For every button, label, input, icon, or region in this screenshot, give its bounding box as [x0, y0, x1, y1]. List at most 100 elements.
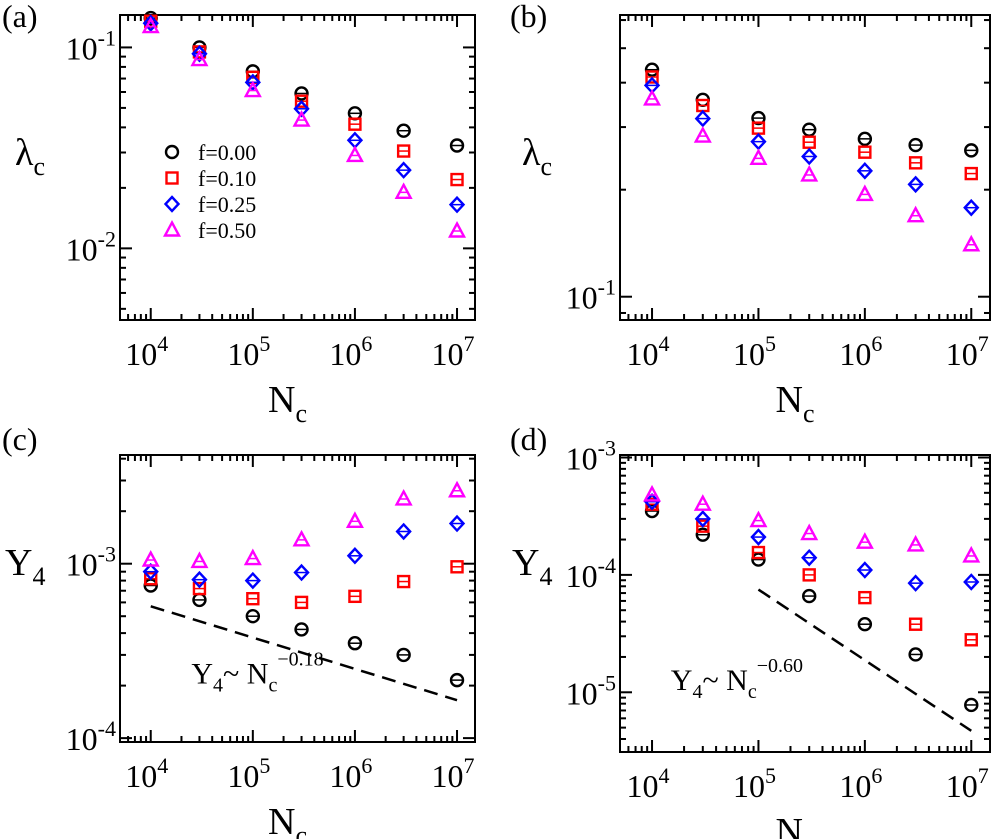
data-point — [962, 234, 981, 252]
data-point — [801, 548, 818, 567]
data-point — [191, 570, 208, 589]
data-point — [345, 511, 364, 529]
data-point — [448, 514, 466, 533]
data-point — [645, 70, 659, 84]
data-point — [693, 494, 712, 511]
legend-marker — [162, 219, 182, 237]
data-point — [246, 591, 260, 606]
data-point — [144, 572, 158, 586]
data-point — [908, 617, 923, 631]
data-point — [964, 143, 979, 158]
data-point — [906, 534, 925, 552]
data-point — [695, 527, 711, 542]
x-tick-label: 105 — [227, 753, 270, 794]
legend-marker — [163, 195, 181, 213]
data-point — [857, 617, 873, 632]
x-tick-label: 104 — [125, 753, 168, 794]
data-point — [906, 205, 925, 223]
y-axis-label: Y4 — [512, 542, 552, 591]
data-point — [907, 175, 924, 194]
data-point — [749, 510, 768, 528]
plot-frame — [119, 14, 476, 321]
data-point — [348, 117, 362, 131]
series-1 — [645, 497, 978, 647]
y-tick-label: 10-3 — [66, 542, 116, 583]
data-point — [243, 548, 262, 566]
data-point — [644, 503, 660, 519]
data-point — [448, 480, 467, 498]
data-point — [191, 44, 208, 63]
data-point — [347, 636, 363, 651]
data-point — [345, 145, 364, 163]
y-tick-label: 10-3 — [566, 435, 616, 476]
data-point — [192, 581, 207, 596]
legend-marker — [164, 144, 180, 160]
data-point — [395, 522, 412, 541]
legend-marker — [165, 171, 179, 185]
panel-label: (b) — [510, 0, 547, 34]
series-2 — [643, 492, 980, 592]
data-point — [801, 147, 818, 166]
x-tick-label: 104 — [627, 763, 670, 804]
legend-entry: f=0.00 — [198, 140, 256, 165]
x-tick-label: 106 — [329, 753, 372, 794]
data-point — [907, 574, 924, 592]
data-point — [964, 633, 978, 647]
data-point — [694, 109, 711, 128]
data-point — [856, 561, 873, 579]
data-point — [292, 110, 311, 127]
data-point — [855, 184, 874, 202]
data-point — [694, 510, 711, 528]
plot-frame — [619, 454, 991, 753]
panel-label: (a) — [2, 0, 38, 34]
legend: f=0.00f=0.10f=0.25f=0.50 — [162, 140, 256, 243]
series-3 — [141, 16, 467, 238]
data-point — [644, 62, 660, 77]
data-point — [294, 94, 309, 108]
data-point — [190, 551, 209, 569]
x-axis-label: Nc — [268, 801, 307, 839]
data-point — [141, 549, 160, 567]
data-point — [908, 156, 923, 170]
y-tick-label: 10-5 — [566, 670, 616, 711]
data-point — [963, 198, 980, 217]
x-tick-label: 107 — [946, 331, 989, 372]
data-point — [142, 14, 159, 32]
series-0 — [644, 503, 979, 713]
data-point — [693, 126, 712, 143]
data-point — [244, 571, 261, 590]
data-point — [450, 172, 464, 187]
data-point — [964, 697, 979, 713]
y-axis-label: Y4 — [5, 542, 45, 591]
data-point — [396, 123, 411, 138]
data-point — [643, 88, 662, 106]
legend-entry: f=0.10 — [198, 166, 256, 191]
legend-entry: f=0.50 — [198, 218, 256, 243]
data-point — [394, 182, 413, 200]
power-law-guide-line — [150, 605, 458, 702]
y-axis-label: λc — [15, 132, 45, 181]
data-point — [245, 609, 261, 624]
data-point — [908, 647, 923, 662]
series-2 — [643, 76, 980, 217]
x-tick-label: 107 — [432, 331, 475, 372]
panel-1: 104 105 106 107 10-1 (b) Nc λc — [510, 0, 991, 428]
data-point — [243, 80, 262, 98]
series-2 — [142, 514, 466, 590]
data-point — [293, 563, 310, 582]
data-point — [858, 145, 872, 159]
x-tick-label: 106 — [839, 763, 882, 804]
data-point — [396, 144, 411, 158]
x-tick-label: 105 — [733, 331, 776, 372]
data-point — [449, 672, 465, 688]
data-point — [450, 560, 464, 574]
data-point — [293, 100, 310, 118]
data-point — [964, 166, 978, 181]
y-axis-label: λc — [522, 132, 552, 181]
data-point — [750, 528, 767, 546]
plot-frame — [619, 14, 991, 321]
data-point — [855, 532, 874, 549]
x-tick-label: 104 — [125, 331, 168, 372]
series-1 — [144, 560, 464, 610]
